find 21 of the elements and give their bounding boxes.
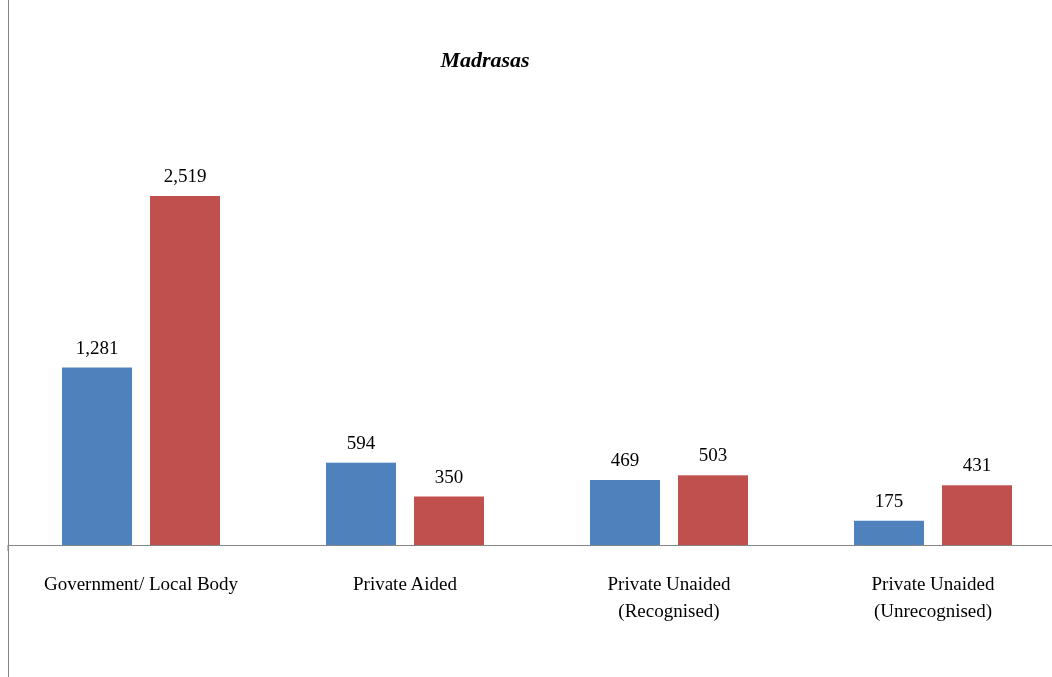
- x-tick-label: Government/ Local Body: [43, 573, 239, 594]
- data-label: 594: [346, 431, 376, 453]
- bar: [150, 196, 220, 545]
- data-label: 469: [610, 449, 640, 471]
- bar: [326, 462, 396, 545]
- chart-title: Madrasas: [439, 47, 530, 72]
- x-tick-label: Private Aided: [353, 573, 458, 594]
- bar: [62, 367, 132, 545]
- bar: [942, 485, 1012, 545]
- x-tick-label: Private Unaided (Recognised): [607, 573, 731, 622]
- data-label: 175: [874, 489, 904, 511]
- x-tick-label: Private Unaided (Unrecognised): [871, 573, 995, 622]
- data-label: 1,281: [75, 336, 119, 358]
- data-label: 350: [434, 465, 464, 487]
- bar: [678, 475, 748, 545]
- bar: [590, 480, 660, 545]
- data-label: 2,519: [163, 165, 207, 186]
- data-label: 431: [962, 454, 992, 476]
- data-label: 503: [698, 444, 728, 466]
- bar: [414, 496, 484, 545]
- bar: [854, 520, 924, 545]
